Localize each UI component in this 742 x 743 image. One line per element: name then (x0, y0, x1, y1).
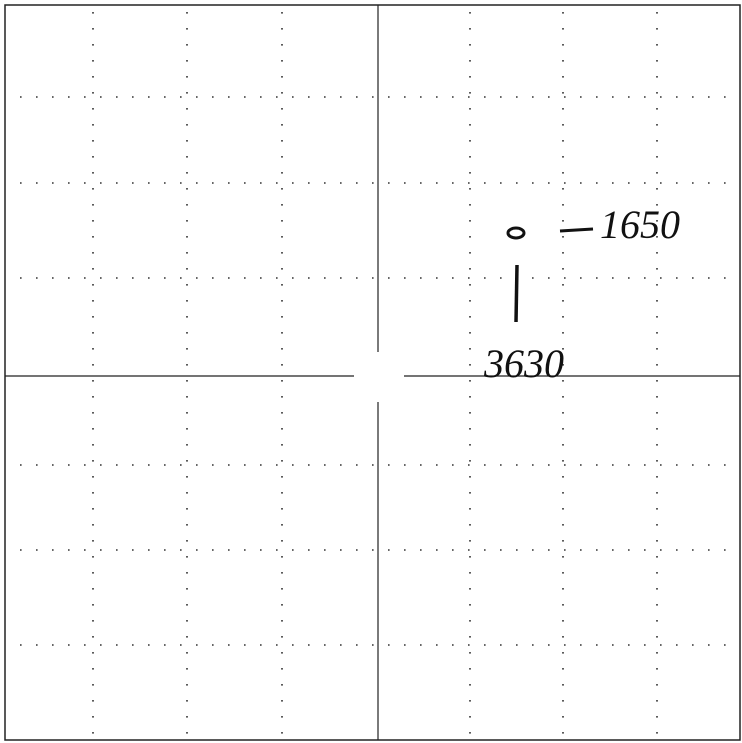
leader-line (514, 264, 519, 323)
marked-point (506, 226, 526, 240)
handwritten-notes: 1650 3630 (483, 202, 680, 386)
annotation-label: 3630 (483, 341, 564, 386)
annotation-label: 1650 (600, 202, 680, 247)
center-cross (5, 5, 740, 740)
frame (4, 4, 741, 741)
leader-line (559, 227, 594, 233)
